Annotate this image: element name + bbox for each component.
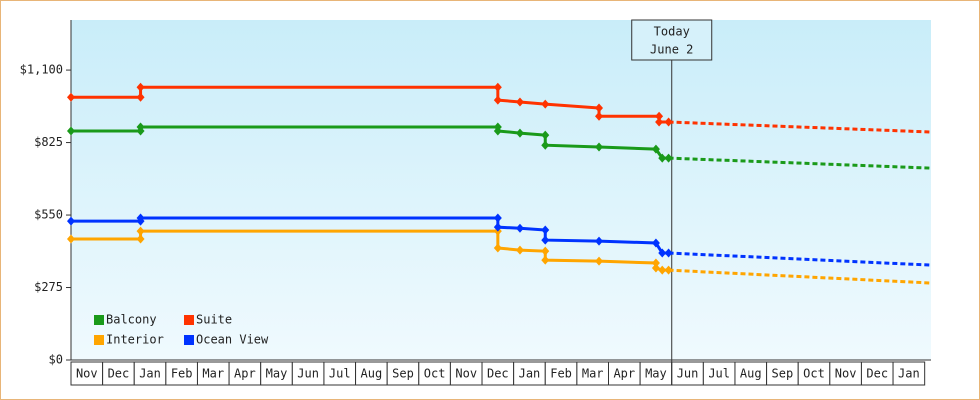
x-tick-label: Jan	[139, 367, 161, 381]
price-point	[493, 126, 502, 136]
x-tick-label: Jan	[898, 367, 920, 381]
price-point	[541, 130, 550, 140]
legend-swatch	[184, 315, 194, 325]
price-point	[664, 117, 673, 127]
x-tick-label: Nov	[835, 367, 857, 381]
x-tick-label: Oct	[803, 367, 825, 381]
price-point	[515, 223, 524, 233]
legend-swatch	[94, 315, 104, 325]
x-cell	[892, 361, 926, 386]
x-tick-label: Dec	[487, 367, 509, 381]
legend-label: Balcony	[106, 313, 157, 327]
today-label: Today	[654, 25, 690, 39]
x-tick-label: Sep	[772, 367, 794, 381]
x-tick-label: Jun	[297, 367, 319, 381]
today-label: June 2	[650, 43, 693, 57]
legend-swatch	[184, 335, 194, 345]
price-point	[541, 140, 550, 150]
forecast-line	[668, 156, 932, 170]
price-point	[658, 248, 667, 258]
price-point	[136, 226, 145, 236]
x-tick-label: Sep	[392, 367, 414, 381]
legend-label: Interior	[106, 333, 164, 347]
x-tick-label: Nov	[455, 367, 477, 381]
x-tick-label: Oct	[424, 367, 446, 381]
x-tick-label: Apr	[613, 367, 635, 381]
price-point	[651, 258, 660, 268]
price-point	[541, 225, 550, 235]
price-point	[515, 97, 524, 107]
price-point	[595, 103, 604, 113]
x-tick-label: Aug	[361, 367, 383, 381]
x-tick-label: Jul	[329, 367, 351, 381]
x-tick-label: Dec	[866, 367, 888, 381]
price-point	[136, 213, 145, 223]
price-point	[67, 92, 75, 102]
price-point	[658, 265, 667, 275]
x-tick-label: Aug	[740, 367, 762, 381]
price-point	[136, 92, 145, 102]
x-tick-label: Mar	[202, 367, 224, 381]
price-point	[655, 117, 664, 127]
x-tick-label: Apr	[234, 367, 256, 381]
price-point	[493, 222, 502, 232]
price-point	[136, 82, 145, 92]
price-point	[515, 245, 524, 255]
price-point	[136, 234, 145, 244]
x-tick-label: Feb	[171, 367, 193, 381]
price-point	[658, 153, 667, 163]
x-tick-label: Feb	[550, 367, 572, 381]
forecast-line	[668, 120, 932, 134]
price-point	[651, 263, 660, 273]
x-tick-label: Dec	[108, 367, 130, 381]
x-tick-label: Mar	[582, 367, 604, 381]
y-tick-label: $825	[34, 135, 63, 149]
plot-area	[71, 20, 931, 360]
price-point	[655, 111, 664, 121]
price-point	[595, 256, 604, 266]
price-point	[136, 122, 145, 132]
today-box	[631, 19, 713, 61]
legend-label: Suite	[196, 313, 232, 327]
price-point	[493, 213, 502, 223]
price-point	[493, 95, 502, 105]
price-point	[493, 243, 502, 253]
y-tick-label: $0	[49, 353, 63, 367]
price-point	[651, 238, 660, 248]
price-point	[595, 111, 604, 121]
y-tick-label: $550	[34, 208, 63, 222]
price-point	[651, 144, 660, 154]
x-tick-label: May	[645, 367, 667, 381]
x-tick-label: Jan	[519, 367, 541, 381]
legend-label: Ocean View	[196, 333, 269, 347]
x-tick-label: Jul	[708, 367, 730, 381]
x-tick-label: May	[266, 367, 288, 381]
x-tick-label: Jun	[677, 367, 699, 381]
price-point	[541, 235, 550, 245]
price-point	[67, 234, 75, 244]
price-point	[595, 142, 604, 152]
price-point	[67, 126, 75, 136]
forecast-line	[668, 268, 932, 285]
price-point	[595, 236, 604, 246]
price-point	[493, 82, 502, 92]
price-point	[541, 246, 550, 256]
price-point	[515, 128, 524, 138]
y-tick-label: $275	[34, 280, 63, 294]
x-tick-label: Nov	[76, 367, 98, 381]
price-point	[541, 99, 550, 109]
legend-swatch	[94, 335, 104, 345]
price-point	[664, 153, 673, 163]
price-point	[664, 248, 673, 258]
price-point	[67, 216, 75, 226]
forecast-line	[668, 251, 932, 267]
y-tick-label: $1,100	[20, 63, 63, 77]
price-point	[664, 265, 673, 275]
price-point	[541, 255, 550, 265]
